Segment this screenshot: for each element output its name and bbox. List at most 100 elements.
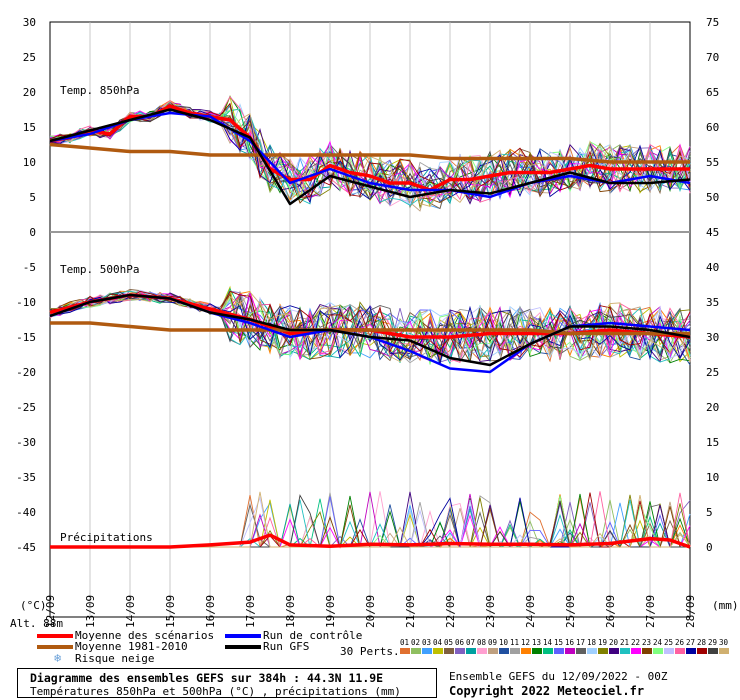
pert-number: 05 [444,638,454,647]
date-label: 25/09 [564,595,577,628]
member-line-850 [49,105,691,201]
legend-swatch-mean [37,634,73,638]
pert-number: 26 [675,638,685,647]
date-label: 14/09 [124,595,137,628]
pert-number: 25 [664,638,674,647]
right-tick-label: 70 [706,51,719,64]
member-line-500 [49,291,691,358]
pert-number: 13 [532,638,542,647]
panel-label-precip: Précipitations [60,531,153,544]
right-tick-label: 5 [706,506,713,519]
date-label: 16/09 [204,595,217,628]
pert-color-09 [488,648,498,654]
pert-color-12 [521,648,531,654]
right-tick-label: 25 [706,366,719,379]
pert-color-21 [620,648,630,654]
pert-color-23 [642,648,652,654]
left-axis-unit: (°C) [20,599,47,612]
left-tick-label: -40 [16,506,36,519]
pert-number: 01 [400,638,410,647]
pert-color-02 [411,648,421,654]
run-info: Ensemble GEFS du 12/09/2022 - 00Z [449,670,668,683]
left-tick-label: -10 [16,296,36,309]
pert-number: 17 [576,638,586,647]
pert-number: 11 [510,638,520,647]
right-tick-label: 45 [706,226,719,239]
date-label: 22/09 [444,595,457,628]
pert-number: 27 [686,638,696,647]
pert-color-08 [477,648,487,654]
left-tick-label: -20 [16,366,36,379]
legend-swatch-control [225,634,261,638]
pert-number: 20 [609,638,619,647]
pert-number: 06 [455,638,465,647]
pert-number: 04 [433,638,443,647]
date-label: 18/09 [284,595,297,628]
date-label: 15/09 [164,595,177,628]
pert-color-25 [664,648,674,654]
pert-number: 08 [477,638,487,647]
pert-color-16 [565,648,575,654]
right-tick-label: 40 [706,261,719,274]
pert-color-01 [400,648,410,654]
left-tick-label: 5 [29,191,36,204]
date-label: 12/09 [44,595,57,628]
left-tick-label: -15 [16,331,36,344]
left-tick-label: 0 [29,226,36,239]
pert-number: 22 [631,638,641,647]
pert-number: 19 [598,638,608,647]
pert-color-20 [609,648,619,654]
date-label: 19/09 [324,595,337,628]
pert-number: 03 [422,638,432,647]
right-tick-label: 10 [706,471,719,484]
left-tick-label: 20 [23,86,36,99]
pert-number: 28 [697,638,707,647]
right-axis-unit: (mm) [712,599,739,612]
pert-number: 14 [543,638,553,647]
chart-title: Diagramme des ensembles GEFS sur 384h : … [30,671,384,685]
panel-label-500: Temp. 500hPa [60,263,139,276]
date-label: 21/09 [404,595,417,628]
left-tick-label: -25 [16,401,36,414]
date-label: 28/09 [684,595,697,628]
series-line-7 [49,293,691,367]
pert-number: 10 [499,638,509,647]
info-box: Diagramme des ensembles GEFS sur 384h : … [17,668,437,698]
right-tick-label: 60 [706,121,719,134]
altitude-label: Alt. 88m [10,617,63,630]
right-tick-label: 75 [706,16,719,29]
pert-number: 09 [488,638,498,647]
pert-color-07 [466,648,476,654]
date-label: 26/09 [604,595,617,628]
pert-color-11 [510,648,520,654]
pert-color-24 [653,648,663,654]
pert-number: 21 [620,638,630,647]
pert-number: 16 [565,638,575,647]
pert-color-05 [444,648,454,654]
left-tick-label: -45 [16,541,36,554]
pert-number: 02 [411,638,421,647]
copyright: Copyright 2022 Meteociel.fr [449,684,645,698]
member-line-500 [49,289,691,364]
pert-color-27 [686,648,696,654]
right-tick-label: 65 [706,86,719,99]
pert-color-28 [697,648,707,654]
pert-color-29 [708,648,718,654]
chart-subtitle: Températures 850hPa et 500hPa (°C) , pré… [30,685,401,698]
pert-color-03 [422,648,432,654]
right-tick-label: 20 [706,401,719,414]
date-label: 23/09 [484,595,497,628]
pert-number: 15 [554,638,564,647]
series-line-5 [50,321,690,336]
legend-snow-label: Risque neige [75,652,155,665]
left-tick-label: -5 [23,261,36,274]
perts-label: 30 Perts. [340,645,400,658]
series-line-1 [49,142,690,164]
legend-mean-label: Moyenne des scénarios [75,629,215,642]
left-tick-label: -30 [16,436,36,449]
right-tick-label: 35 [706,296,719,309]
pert-color-10 [499,648,509,654]
pert-color-22 [631,648,641,654]
pert-color-19 [598,648,608,654]
date-label: 24/09 [524,595,537,628]
